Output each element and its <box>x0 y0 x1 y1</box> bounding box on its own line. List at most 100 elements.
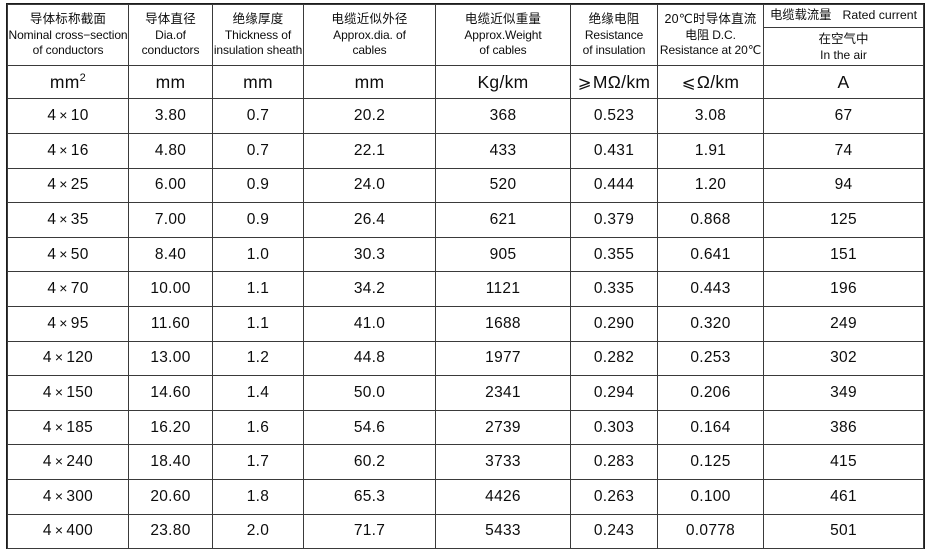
cell-approx-weight-of-cables: 433 <box>435 133 571 169</box>
cell-nominal-cross-section: 4 × 185 <box>7 409 129 446</box>
cell-dc-resistance-at-20c: 0.868 <box>657 202 764 238</box>
header-in-the-air: 在空气中 In the air <box>764 28 923 66</box>
cell-dia-of-conductors: 7.00 <box>128 202 213 238</box>
cell-dc-resistance-at-20c: 0.0778 <box>657 513 764 549</box>
cell-dc-resistance-at-20c: 0.641 <box>657 236 764 273</box>
table-header-row: 导体标称截面 Nominal cross−section of conducto… <box>7 3 924 67</box>
header-insulation-thickness: 绝缘厚度 Thickness of insulation sheath <box>212 3 304 67</box>
header-en-line1: Nominal cross−section <box>8 27 128 42</box>
cable-specification-table: 导体标称截面 Nominal cross−section of conducto… <box>6 2 925 549</box>
unit-insulation-thickness: mm <box>212 65 304 100</box>
cell-approx-dia-of-cables: 71.7 <box>303 513 436 549</box>
header-resistance-of-insulation: 绝缘电阻 Resistance of insulation <box>570 3 658 67</box>
cell-approx-dia-of-cables: 30.3 <box>303 236 436 273</box>
header-cn-text: 绝缘电阻 <box>588 12 640 27</box>
cell-insulation-thickness: 0.9 <box>212 202 304 238</box>
multiplication-sign: × <box>59 141 68 158</box>
cell-nominal-cross-section: 4 × 120 <box>7 340 129 377</box>
cell-approx-dia-of-cables: 24.0 <box>303 167 436 204</box>
header-en-line2: of insulation <box>582 43 646 58</box>
header-cn-text: 绝缘厚度 <box>232 12 284 27</box>
cell-insulation-thickness: 2.0 <box>212 513 304 549</box>
cell-dia-of-conductors: 14.60 <box>128 375 213 411</box>
table-row: 4 × 50 8.40 1.0 30.3 905 0.355 0.641 151 <box>7 236 924 273</box>
cell-resistance-of-insulation: 0.379 <box>570 202 658 238</box>
cell-approx-dia-of-cables: 50.0 <box>303 375 436 411</box>
cell-approx-weight-of-cables: 3733 <box>435 444 571 480</box>
cell-approx-weight-of-cables: 520 <box>435 167 571 204</box>
multiplication-sign: × <box>54 453 64 470</box>
table-row: 4 × 185 16.20 1.6 54.6 2739 0.303 0.164 386 <box>7 409 924 446</box>
cell-rated-current: 501 <box>763 513 924 549</box>
cell-nominal-cross-section: 4 × 150 <box>7 375 129 411</box>
header-en-line1: Thickness of <box>224 27 292 42</box>
cell-approx-dia-of-cables: 44.8 <box>303 340 436 377</box>
header-en-line2: conductors <box>141 43 200 58</box>
table-row: 4 × 16 4.80 0.7 22.1 433 0.431 1.91 74 <box>7 133 924 169</box>
header-en-line2: Resistance at 20℃ <box>659 43 762 58</box>
cell-dia-of-conductors: 4.80 <box>128 133 213 169</box>
header-en-line2: of conductors <box>32 43 104 58</box>
unit-rated-current: A <box>763 65 924 100</box>
cell-approx-weight-of-cables: 1977 <box>435 340 571 377</box>
unit-text: mm <box>49 71 80 92</box>
header-cn-text: 20℃时导体直流 <box>664 12 757 27</box>
multiplication-sign: × <box>59 314 68 331</box>
cell-dia-of-conductors: 10.00 <box>128 271 213 307</box>
unit-approx-dia-of-cables: mm <box>303 65 436 100</box>
cell-rated-current: 67 <box>763 98 924 135</box>
header-dia-of-conductors: 导体直径 Dia.of conductors <box>128 3 213 67</box>
header-en-line2: of cables <box>479 43 527 58</box>
cell-insulation-thickness: 0.7 <box>212 133 304 169</box>
unit-text: mm <box>243 71 273 92</box>
header-cn-text: 导体标称截面 <box>29 12 107 27</box>
unit-resistance-of-insulation: ⩾MΩ/km <box>570 65 658 100</box>
header-en-line1: Resistance <box>584 27 644 42</box>
header-en-line2: cables <box>352 43 387 58</box>
header-approx-dia-of-cables: 电缆近似外径 Approx.dia. of cables <box>303 3 436 67</box>
cell-dia-of-conductors: 8.40 <box>128 236 213 273</box>
cell-dc-resistance-at-20c: 0.320 <box>657 305 764 342</box>
cell-resistance-of-insulation: 0.294 <box>570 375 658 411</box>
multiplication-sign: × <box>59 245 68 262</box>
cell-nominal-cross-section: 4 × 35 <box>7 202 129 238</box>
header-approx-weight-of-cables: 电缆近似重量 Approx.Weight of cables <box>435 3 571 67</box>
cell-rated-current: 249 <box>763 305 924 342</box>
cell-rated-current: 302 <box>763 340 924 377</box>
cell-nominal-cross-section: 4 × 50 <box>7 236 129 273</box>
cell-insulation-thickness: 1.1 <box>212 271 304 307</box>
header-nominal-cross-section: 导体标称截面 Nominal cross−section of conducto… <box>7 3 129 67</box>
cell-rated-current: 196 <box>763 271 924 307</box>
cell-approx-weight-of-cables: 1688 <box>435 305 571 342</box>
cell-approx-dia-of-cables: 54.6 <box>303 409 436 446</box>
header-en-line1: Dia.of <box>155 27 186 42</box>
cell-approx-weight-of-cables: 2341 <box>435 375 571 411</box>
multiplication-sign: × <box>59 107 68 124</box>
table-row: 4 × 95 11.60 1.1 41.0 1688 0.290 0.320 249 <box>7 305 924 342</box>
header-rated-current-en: Rated current <box>842 8 917 22</box>
cell-dc-resistance-at-20c: 1.20 <box>657 167 764 204</box>
multiplication-sign: × <box>54 383 64 400</box>
cell-resistance-of-insulation: 0.303 <box>570 409 658 446</box>
cell-dia-of-conductors: 16.20 <box>128 409 213 446</box>
cell-dia-of-conductors: 11.60 <box>128 305 213 342</box>
cell-nominal-cross-section: 4 × 300 <box>7 478 129 515</box>
cell-nominal-cross-section: 4 × 95 <box>7 305 129 342</box>
cell-dc-resistance-at-20c: 0.206 <box>657 375 764 411</box>
cell-resistance-of-insulation: 0.523 <box>570 98 658 135</box>
multiplication-sign: × <box>54 349 64 366</box>
cell-resistance-of-insulation: 0.431 <box>570 133 658 169</box>
header-en-line1: In the air <box>820 48 867 63</box>
header-cn-text: 电缆近似外径 <box>331 12 408 27</box>
header-rated-current-strip: 电缆载流量 Rated current <box>764 5 923 28</box>
cell-approx-dia-of-cables: 65.3 <box>303 478 436 515</box>
cell-rated-current: 151 <box>763 236 924 273</box>
cell-approx-dia-of-cables: 20.2 <box>303 98 436 135</box>
cell-approx-dia-of-cables: 34.2 <box>303 271 436 307</box>
multiplication-sign: × <box>59 176 68 193</box>
cell-dia-of-conductors: 18.40 <box>128 444 213 480</box>
table-row: 4 × 240 18.40 1.7 60.2 3733 0.283 0.125 415 <box>7 444 924 480</box>
multiplication-sign: × <box>54 418 64 435</box>
multiplication-sign: × <box>54 522 64 539</box>
unit-dia-of-conductors: mm <box>128 65 213 100</box>
